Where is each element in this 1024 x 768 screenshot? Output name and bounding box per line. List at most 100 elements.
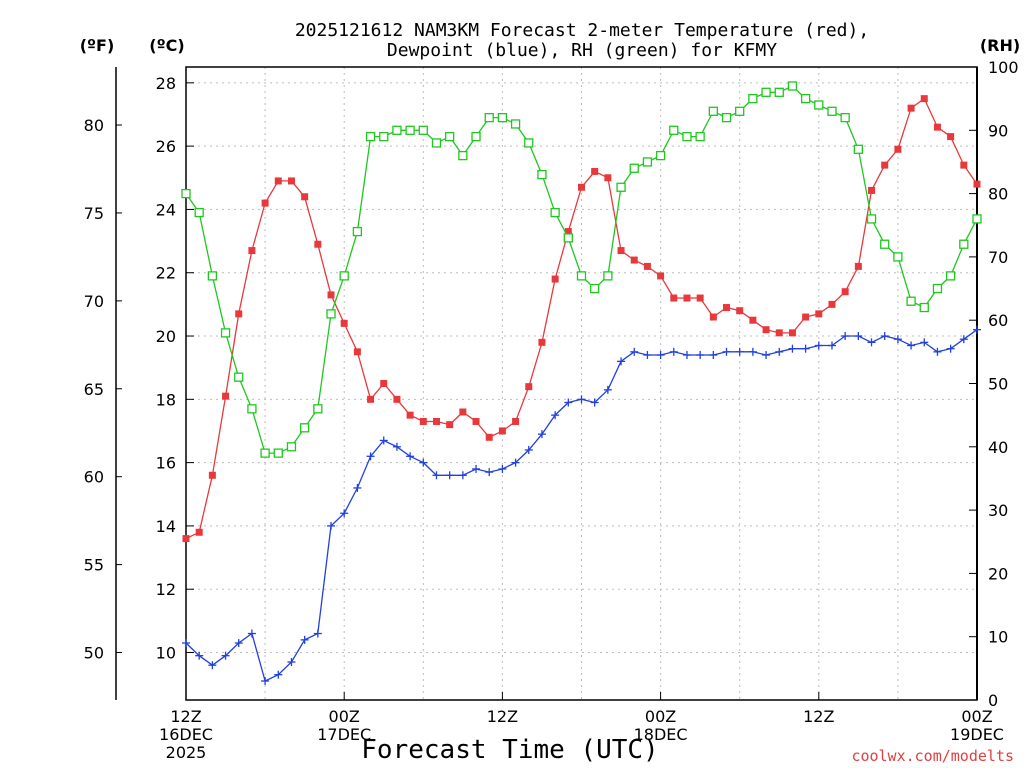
temperature-point — [815, 310, 823, 318]
dewpoint-point — [445, 471, 454, 480]
x-tick-label: 12Z — [487, 707, 518, 726]
axes — [115, 66, 978, 701]
dewpoint-point — [498, 464, 507, 473]
rh-tick-label: 100 — [988, 58, 1019, 77]
temperature-point — [235, 310, 243, 318]
dewpoint-point — [274, 670, 283, 679]
fahrenheit-tick-label: 75 — [84, 204, 104, 223]
rh-point — [774, 87, 784, 97]
dewpoint-point — [788, 344, 797, 353]
dewpoint-point — [801, 344, 810, 353]
dewpoint-point — [959, 335, 968, 344]
credit-link[interactable]: coolwx.com/modelts — [851, 747, 1014, 765]
rh-point — [471, 131, 481, 142]
temperature-point — [828, 300, 836, 308]
dewpoint-point — [893, 335, 902, 344]
rh-point — [260, 448, 270, 458]
temperature-point — [195, 528, 203, 536]
rh-point — [800, 94, 811, 104]
x-tick-label: 12Z — [170, 707, 201, 726]
temperature-point — [683, 294, 691, 302]
temperature-point — [881, 161, 889, 169]
rh-point — [563, 233, 573, 243]
rh-point — [497, 112, 508, 123]
rh-point — [576, 271, 587, 281]
dewpoint-point — [247, 629, 256, 638]
rh-point — [906, 296, 916, 306]
temperature-point — [920, 95, 928, 103]
dewpoint-point — [327, 521, 336, 530]
rh-tick-label: 40 — [988, 438, 1008, 457]
series — [181, 81, 982, 686]
x-tick-label: 12Z — [803, 707, 834, 726]
dewpoint-point — [472, 464, 481, 473]
x-tick-label: 18DEC — [634, 725, 688, 744]
rh-point — [840, 112, 850, 123]
dewpoint-point — [814, 341, 823, 350]
rh-point — [945, 271, 956, 281]
dewpoint-point — [709, 351, 718, 360]
celsius-tick-label: 24 — [156, 200, 176, 219]
temperature-point — [578, 183, 585, 191]
temperature-point — [868, 186, 876, 194]
dewpoint-point — [458, 471, 467, 480]
dewpoint-point — [392, 442, 401, 451]
temperature-point — [973, 180, 981, 188]
rh-point — [220, 328, 231, 338]
rh-point — [286, 442, 297, 452]
dewpoint-point — [537, 430, 546, 439]
dewpoint-point — [907, 341, 916, 350]
dewpoint-point — [313, 629, 322, 638]
dewpoint-point — [340, 509, 349, 518]
temperature-point — [538, 338, 546, 346]
y-tick-labels: 10 12 14 16 18 20 22 24 26 28 50 55 60 65 70 75 80 0 10 20 3… — [84, 58, 1019, 710]
temperature-point — [775, 329, 783, 337]
dewpoint-point — [682, 351, 691, 360]
grid — [186, 67, 977, 700]
dewpoint-point — [762, 351, 771, 360]
fahrenheit-tick-label: 65 — [84, 380, 104, 399]
fahrenheit-tick-label: 60 — [84, 468, 104, 487]
fahrenheit-tick-label: 70 — [84, 292, 104, 311]
rh-tick-label: 20 — [988, 564, 1008, 583]
temperature-point — [736, 307, 744, 315]
rh-point — [537, 169, 547, 180]
rh-tick-label: 0 — [988, 691, 998, 710]
dewpoint-point — [524, 445, 533, 454]
dewpoint-point — [735, 347, 744, 356]
rh-unit-label: (RH) — [980, 36, 1020, 55]
temperature-point — [894, 145, 902, 153]
dewpoint-point — [748, 347, 757, 356]
temperature-point — [340, 319, 348, 327]
rh-point — [445, 131, 455, 142]
temperature-point — [446, 421, 454, 429]
temperature-point — [406, 411, 414, 419]
temperature-point — [274, 177, 282, 185]
dewpoint-point — [946, 344, 955, 353]
dewpoint-point — [551, 411, 560, 420]
rh-point — [853, 144, 863, 154]
temperature-point — [723, 304, 731, 312]
celsius-unit-label: (ºC) — [149, 36, 184, 55]
rh-point — [247, 404, 257, 414]
rh-tick-label: 70 — [988, 248, 1008, 267]
rh-point — [379, 131, 389, 142]
fahrenheit-tick-label: 50 — [84, 644, 104, 663]
rh-point — [866, 214, 877, 224]
rh-point — [181, 188, 191, 199]
chart-title-line-2: Dewpoint (blue), RH (green) for KFMY — [387, 40, 777, 61]
temperature-point — [432, 417, 440, 425]
plot-frame — [185, 66, 978, 701]
temperature-point — [459, 408, 467, 416]
dewpoint-point — [603, 385, 612, 394]
rh-tick-label: 60 — [988, 311, 1008, 330]
x-tick-label: 00Z — [645, 707, 676, 726]
celsius-tick-label: 28 — [156, 74, 176, 93]
rh-point — [458, 150, 468, 161]
dewpoint-point — [854, 332, 863, 341]
rh-point — [207, 271, 218, 281]
dewpoint-point — [775, 347, 784, 356]
rh-point — [616, 182, 626, 192]
dewpoint-point — [643, 351, 652, 360]
